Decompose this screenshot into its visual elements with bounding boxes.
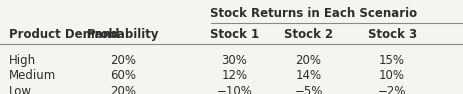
Text: −5%: −5% <box>294 85 322 94</box>
Text: −2%: −2% <box>377 85 406 94</box>
Text: Stock Returns in Each Scenario: Stock Returns in Each Scenario <box>209 7 416 20</box>
Text: 15%: 15% <box>378 54 404 67</box>
Text: Stock 3: Stock 3 <box>367 28 416 41</box>
Text: 30%: 30% <box>221 54 247 67</box>
Text: Product Demand: Product Demand <box>9 28 119 41</box>
Text: Stock 1: Stock 1 <box>209 28 258 41</box>
Text: 10%: 10% <box>378 69 404 82</box>
Text: Medium: Medium <box>9 69 56 82</box>
Text: Probability: Probability <box>87 28 159 41</box>
Text: 14%: 14% <box>295 69 321 82</box>
Text: Low: Low <box>9 85 32 94</box>
Text: Stock 2: Stock 2 <box>283 28 332 41</box>
Text: 12%: 12% <box>221 69 247 82</box>
Text: 20%: 20% <box>295 54 321 67</box>
Text: 20%: 20% <box>110 54 136 67</box>
Text: −10%: −10% <box>216 85 252 94</box>
Text: 60%: 60% <box>110 69 136 82</box>
Text: High: High <box>9 54 36 67</box>
Text: 20%: 20% <box>110 85 136 94</box>
